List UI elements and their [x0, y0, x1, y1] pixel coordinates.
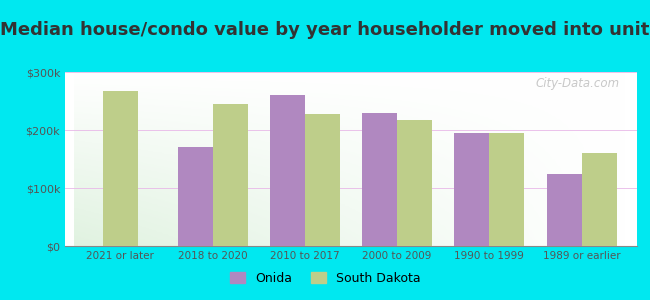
Bar [397, 120, 432, 246]
Bar [305, 114, 340, 246]
Text: Median house/condo value by year householder moved into unit: Median house/condo value by year househo… [0, 21, 650, 39]
Bar [454, 133, 489, 246]
Bar [547, 173, 582, 246]
Bar [103, 91, 138, 246]
Bar [582, 153, 617, 246]
Bar [489, 133, 525, 246]
Legend: Onida, South Dakota: Onida, South Dakota [224, 265, 426, 291]
Bar [213, 104, 248, 246]
Bar [270, 95, 305, 246]
Text: City-Data.com: City-Data.com [536, 77, 620, 90]
Bar [177, 147, 213, 246]
Bar [362, 112, 397, 246]
